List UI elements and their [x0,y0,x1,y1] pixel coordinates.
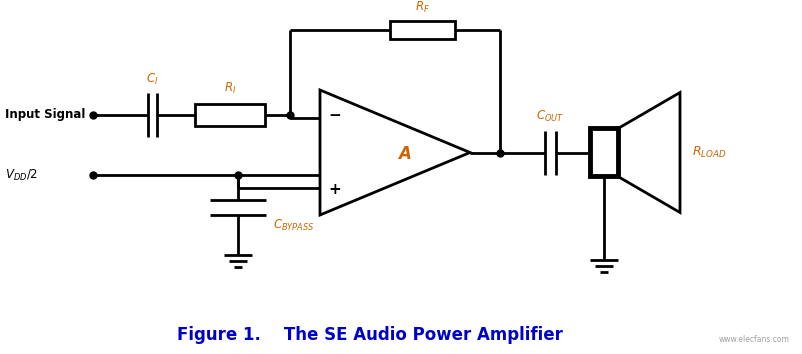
Text: www.elecfans.com: www.elecfans.com [719,335,789,344]
Text: $R_I$: $R_I$ [224,81,236,96]
Text: Input Signal: Input Signal [5,108,85,121]
Bar [589,129,618,177]
Text: $R_{LOAD}$: $R_{LOAD}$ [691,145,726,160]
Text: $V_{DD}/2$: $V_{DD}/2$ [5,167,38,183]
Text: −: − [327,108,340,123]
Text: $C_I$: $C_I$ [146,72,159,87]
Text: $C_{BYPASS}$: $C_{BYPASS}$ [273,217,314,233]
Bar [195,104,265,126]
Text: $C_{OUT}$: $C_{OUT}$ [536,109,564,125]
Text: Figure 1.    The SE Audio Power Amplifier: Figure 1. The SE Audio Power Amplifier [177,326,562,344]
Text: +: + [327,182,340,197]
Text: A: A [398,145,411,164]
Text: $R_F$: $R_F$ [415,0,429,15]
Bar [390,21,455,39]
Polygon shape [320,90,469,215]
Polygon shape [618,92,679,212]
